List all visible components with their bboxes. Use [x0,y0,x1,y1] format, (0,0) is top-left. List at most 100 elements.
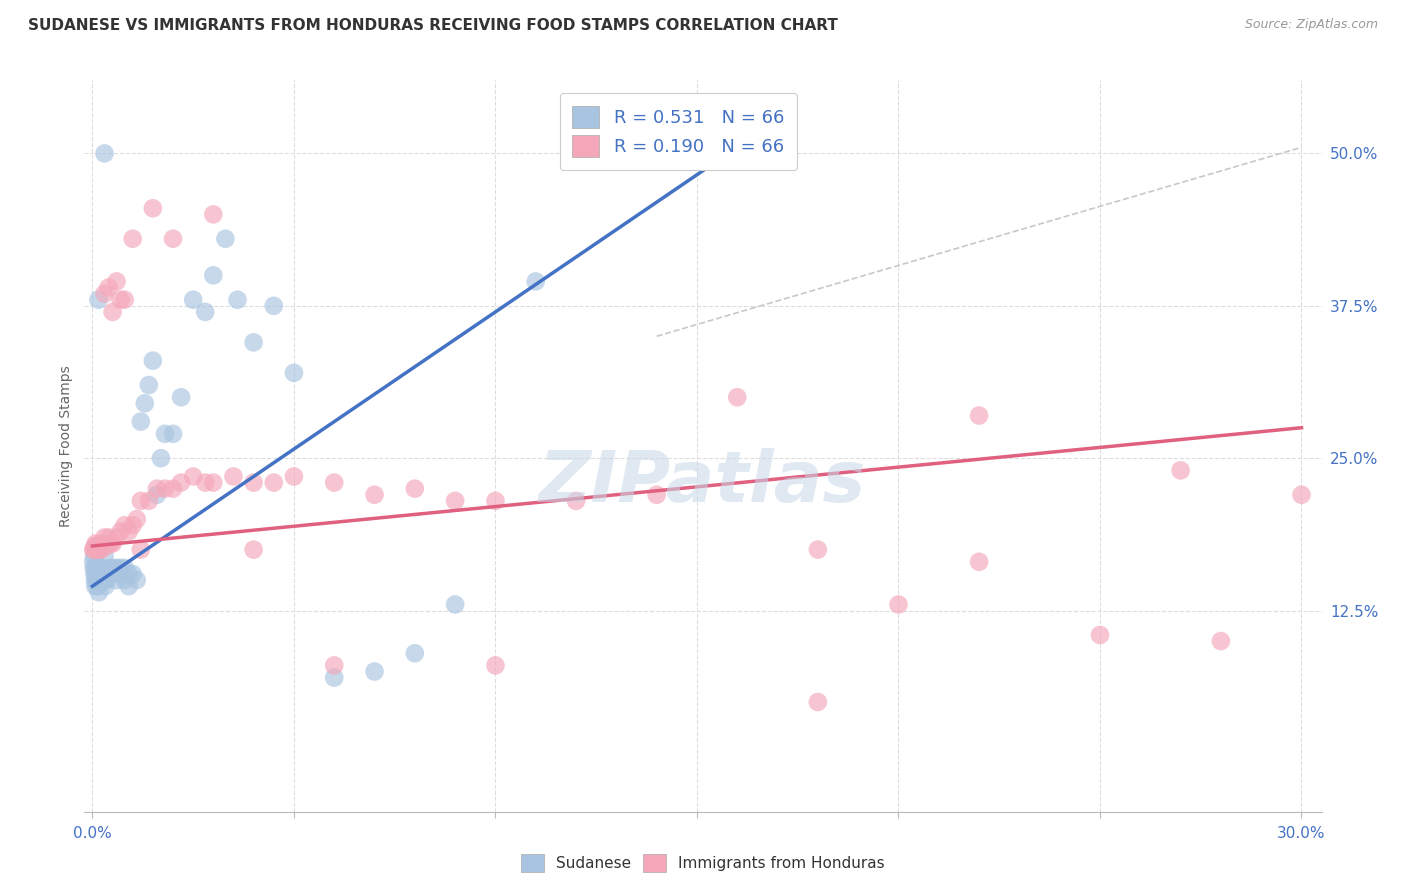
Point [194,475,217,490]
Point [967,409,990,423]
Point [91,567,114,582]
Point [84,579,107,593]
Point [100,536,122,550]
Point [484,658,506,673]
Point [1088,628,1111,642]
Legend: Sudanese, Immigrants from Honduras: Sudanese, Immigrants from Honduras [513,846,893,880]
Point [101,536,124,550]
Point [91,573,114,587]
Point [97,530,120,544]
Point [323,475,346,490]
Point [323,671,346,685]
Point [484,494,506,508]
Point [138,494,160,508]
Point [605,146,627,161]
Point [202,268,225,283]
Point [83,561,105,575]
Point [87,561,110,575]
Text: Source: ZipAtlas.com: Source: ZipAtlas.com [1244,18,1378,31]
Point [807,695,830,709]
Point [1291,488,1313,502]
Point [1209,634,1232,648]
Point [114,518,136,533]
Point [91,561,114,575]
Point [129,415,152,429]
Point [121,518,143,533]
Point [105,275,128,289]
Point [83,549,105,563]
Point [93,146,115,161]
Point [283,366,305,380]
Point [162,482,184,496]
Point [444,598,467,612]
Point [110,561,132,575]
Point [89,567,111,582]
Point [110,293,132,307]
Point [283,469,305,483]
Point [263,299,285,313]
Point [242,335,264,350]
Point [645,488,668,502]
Point [125,573,148,587]
Point [101,567,124,582]
Point [118,567,141,582]
Point [202,475,225,490]
Point [404,646,426,660]
Point [87,585,110,599]
Point [226,293,249,307]
Point [444,494,467,508]
Point [118,579,141,593]
Point [105,573,128,587]
Point [105,561,128,575]
Point [194,305,217,319]
Point [565,494,588,508]
Point [94,579,117,593]
Point [83,542,105,557]
Point [263,475,285,490]
Point [146,482,169,496]
Point [153,482,176,496]
Point [121,567,143,582]
Point [93,549,115,563]
Point [323,658,346,673]
Point [101,305,124,319]
Point [170,390,193,404]
Point [84,536,107,550]
Point [363,665,385,679]
Point [214,232,236,246]
Point [363,488,385,502]
Text: SUDANESE VS IMMIGRANTS FROM HONDURAS RECEIVING FOOD STAMPS CORRELATION CHART: SUDANESE VS IMMIGRANTS FROM HONDURAS REC… [28,18,838,33]
Text: ZIPatlas: ZIPatlas [540,448,866,517]
Point [84,561,107,575]
Point [114,573,136,587]
Point [114,561,136,575]
Point [87,567,110,582]
Point [242,542,264,557]
Legend: R = 0.531   N = 66, R = 0.190   N = 66: R = 0.531 N = 66, R = 0.190 N = 66 [560,93,797,169]
Point [404,482,426,496]
Point [89,536,111,550]
Point [110,524,132,539]
Point [86,542,108,557]
Point [91,539,114,553]
Point [89,561,111,575]
Point [93,286,115,301]
Point [86,573,108,587]
Point [129,542,152,557]
Point [242,475,264,490]
Point [146,488,169,502]
Point [110,567,132,582]
Point [100,561,122,575]
Point [86,539,108,553]
Point [83,567,105,582]
Point [125,512,148,526]
Point [162,232,184,246]
Point [93,530,115,544]
Point [83,539,105,553]
Point [93,567,115,582]
Point [967,555,990,569]
Point [96,539,118,553]
Point [129,494,152,508]
Point [89,561,111,575]
Point [149,451,172,466]
